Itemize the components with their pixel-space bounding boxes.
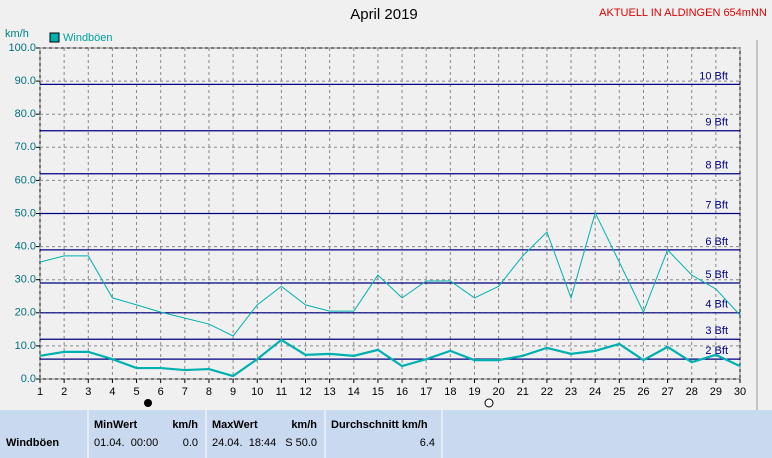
x-tick-label: 25 — [613, 386, 625, 398]
x-tick-label: 22 — [541, 386, 553, 398]
x-tick-label: 13 — [324, 386, 336, 398]
x-tick-label: 15 — [372, 386, 384, 398]
beaufort-label: 6 Bft — [705, 236, 728, 248]
table-header: MaxWert — [212, 419, 258, 431]
x-tick-label: 19 — [468, 386, 480, 398]
x-tick-label: 10 — [251, 386, 263, 398]
y-tick-label: 50.0 — [15, 207, 36, 219]
x-tick-label: 1 — [37, 386, 43, 398]
beaufort-label: 5 Bft — [705, 269, 728, 281]
table-cell: 0.0 — [183, 437, 198, 449]
subtitle: AKTUELL IN ALDINGEN 654mNN — [599, 7, 767, 19]
moon-full — [144, 399, 152, 407]
x-tick-label: 26 — [637, 386, 649, 398]
x-tick-label: 18 — [444, 386, 456, 398]
table-cell: S 50.0 — [285, 437, 317, 449]
table-cell: 24.04. 18:44 — [212, 437, 276, 449]
beaufort-label: 8 Bft — [705, 160, 728, 172]
beaufort-label: 3 Bft — [705, 325, 728, 337]
x-tick-label: 6 — [158, 386, 164, 398]
y-tick-label: 10.0 — [15, 340, 36, 352]
table-cell: 6.4 — [420, 437, 435, 449]
table-bg — [0, 410, 772, 458]
x-tick-label: 3 — [85, 386, 91, 398]
beaufort-label: 7 Bft — [705, 199, 728, 211]
table-header: MinWert — [94, 419, 138, 431]
x-tick-label: 17 — [420, 386, 432, 398]
x-tick-label: 4 — [109, 386, 115, 398]
x-tick-label: 30 — [734, 386, 746, 398]
data-line — [39, 338, 741, 378]
x-tick-label: 28 — [686, 386, 698, 398]
x-tick-label: 12 — [299, 386, 311, 398]
table-row-label: Windböen — [6, 437, 59, 449]
x-tick-label: 7 — [182, 386, 188, 398]
y-tick-label: 60.0 — [15, 174, 36, 186]
x-tick-label: 8 — [206, 386, 212, 398]
y-axis-label: km/h — [5, 28, 29, 40]
x-tick-label: 2 — [61, 386, 67, 398]
beaufort-label: 2 Bft — [705, 345, 728, 357]
table-header: km/h — [291, 419, 317, 431]
data-line — [39, 211, 741, 337]
x-tick-label: 29 — [710, 386, 722, 398]
beaufort-label: 10 Bft — [699, 70, 728, 82]
table-header: Durchschnitt km/h — [331, 419, 428, 431]
x-tick-label: 27 — [661, 386, 673, 398]
legend-label: Windböen — [63, 32, 113, 44]
x-tick-label: 11 — [276, 386, 287, 398]
stats-table: MinWert km/h MaxWert km/h Durchschnitt k… — [0, 410, 772, 458]
y-tick-label: 100.0 — [8, 42, 36, 54]
beaufort-label: 4 Bft — [705, 299, 728, 311]
y-tick-label: 90.0 — [15, 75, 36, 87]
x-tick-label: 9 — [230, 386, 236, 398]
y-tick-label: 20.0 — [15, 307, 36, 319]
x-tick-label: 20 — [492, 386, 504, 398]
table-cell: 01.04. 00:00 — [94, 437, 158, 449]
y-tick-label: 0.0 — [21, 373, 36, 385]
y-tick-label: 40.0 — [15, 241, 36, 253]
x-tick-label: 24 — [589, 386, 601, 398]
moon-new — [484, 398, 494, 408]
x-tick-label: 16 — [396, 386, 408, 398]
x-tick-label: 21 — [517, 386, 529, 398]
y-tick-label: 80.0 — [15, 108, 36, 120]
chart-title: April 2019 — [350, 6, 418, 23]
x-tick-label: 5 — [133, 386, 139, 398]
table-header: km/h — [172, 419, 198, 431]
y-tick-label: 70.0 — [15, 141, 36, 153]
y-tick-label: 30.0 — [15, 274, 36, 286]
x-tick-label: 23 — [565, 386, 577, 398]
legend-swatch — [49, 32, 60, 43]
x-tick-label: 14 — [348, 386, 360, 398]
beaufort-label: 9 Bft — [705, 117, 728, 129]
